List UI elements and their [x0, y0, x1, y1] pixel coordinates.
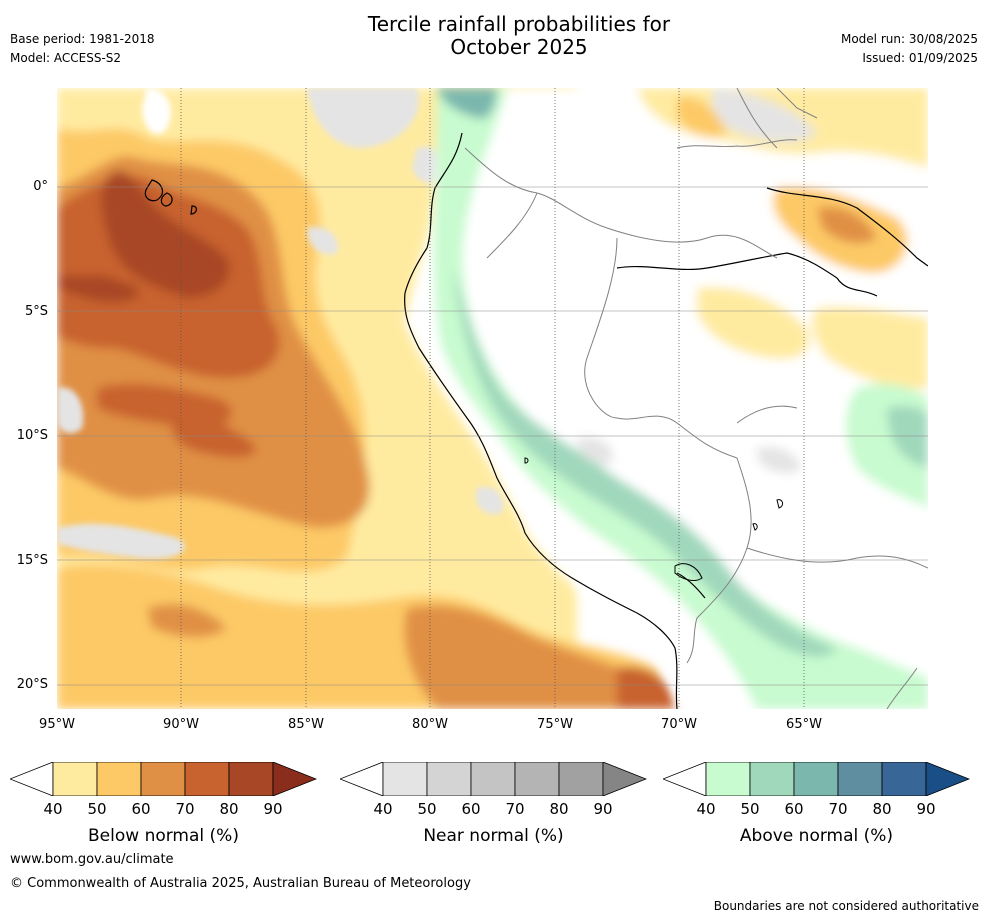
legend-below-tick: 70	[175, 800, 195, 818]
lat-label-10s: 10°S	[16, 428, 48, 443]
legend-near-tick: 90	[593, 800, 613, 818]
boundary-disclaimer: Boundaries are not considered authoritat…	[713, 899, 979, 913]
legend-near-swatch-0	[338, 761, 384, 797]
website-link[interactable]: www.bom.gov.au/climate	[10, 852, 174, 867]
legend-above-swatch-2	[749, 761, 795, 797]
map-canvas	[57, 88, 928, 709]
coastline	[144, 132, 928, 709]
legend-below-swatch-6	[272, 761, 318, 797]
land-fields-blur	[405, 88, 928, 709]
issued-date: Issued: 01/09/2025	[862, 51, 978, 65]
legend-above-tick: 60	[784, 800, 804, 818]
legend-below-tick: 50	[87, 800, 107, 818]
legend-below-tick: 40	[43, 800, 63, 818]
legend-above-ticks: 40 50 60 70 80 90	[663, 800, 970, 820]
legend-above-swatch-1	[705, 761, 751, 797]
lat-label-0: 0°	[33, 179, 48, 194]
legend-below-swatch-5	[228, 761, 274, 797]
legend-above-swatch-4	[837, 761, 883, 797]
legend-near-swatch-3	[470, 761, 516, 797]
legend-below-tick: 80	[219, 800, 239, 818]
legend-near-swatch-6	[602, 761, 648, 797]
legend-above-swatch-3	[793, 761, 839, 797]
legend-below-swatch-0	[8, 761, 54, 797]
model-name: Model: ACCESS-S2	[10, 51, 122, 65]
legend-below-swatch-2	[96, 761, 142, 797]
legend-below-tick: 90	[263, 800, 283, 818]
copyright-notice: © Commonwealth of Australia 2025, Austra…	[10, 876, 471, 891]
legend-above-swatch-6	[925, 761, 971, 797]
legend-above-tick: 50	[740, 800, 760, 818]
legend-near-swatch-1	[382, 761, 428, 797]
legend-below-tick: 60	[131, 800, 151, 818]
lat-label-20s: 20°S	[16, 677, 48, 692]
legend-near-normal	[338, 761, 648, 797]
legend-below-normal	[8, 761, 318, 797]
legend-below-title: Below normal (%)	[88, 826, 239, 846]
rainfall-probability-map	[57, 88, 928, 709]
legend-near-ticks: 40 50 60 70 80 90	[340, 800, 647, 820]
legend-above-swatch-5	[881, 761, 927, 797]
lon-label-75w: 75°W	[537, 717, 573, 732]
model-run: Model run: 30/08/2025	[840, 32, 978, 46]
lon-label-65w: 65°W	[786, 717, 822, 732]
lakes	[524, 457, 784, 581]
title-line-1: Tercile rainfall probabilities for	[367, 12, 671, 36]
legend-near-tick: 40	[373, 800, 393, 818]
legend-above-tick: 70	[828, 800, 848, 818]
legend-above-swatch-0	[661, 761, 707, 797]
legend-near-swatch-2	[426, 761, 472, 797]
legend-above-title: Above normal (%)	[739, 826, 894, 846]
latitude-lines	[57, 186, 928, 686]
legend-near-title: Near normal (%)	[423, 826, 564, 846]
lon-label-85w: 85°W	[288, 717, 324, 732]
legend-above-tick: 80	[872, 800, 892, 818]
legend-near-tick: 60	[461, 800, 481, 818]
lon-label-70w: 70°W	[661, 717, 697, 732]
legend-below-swatch-4	[184, 761, 230, 797]
legend-near-tick: 50	[417, 800, 437, 818]
near-normal-patches	[57, 88, 504, 559]
legend-near-tick: 70	[505, 800, 525, 818]
lon-label-95w: 95°W	[39, 717, 75, 732]
legend-below-colorbar	[8, 761, 318, 797]
legend-below-ticks: 40 50 60 70 80 90	[10, 800, 317, 820]
legend-above-colorbar	[661, 761, 971, 797]
legend-below-swatch-3	[140, 761, 186, 797]
map-title: Tercile rainfall probabilities for Octob…	[0, 13, 988, 59]
legend-above-tick: 90	[916, 800, 936, 818]
legend-below-swatch-1	[52, 761, 98, 797]
legend-near-swatch-4	[514, 761, 560, 797]
legend-near-swatch-5	[558, 761, 604, 797]
title-line-2: October 2025	[450, 35, 588, 59]
legend-near-colorbar	[338, 761, 648, 797]
legend-near-tick: 80	[549, 800, 569, 818]
legend-above-tick: 40	[696, 800, 716, 818]
legend-above-normal	[661, 761, 971, 797]
lon-label-90w: 90°W	[163, 717, 199, 732]
base-period: Base period: 1981-2018	[10, 32, 155, 46]
lon-label-80w: 80°W	[412, 717, 448, 732]
lat-label-5s: 5°S	[24, 304, 48, 319]
lat-label-15s: 15°S	[16, 553, 48, 568]
